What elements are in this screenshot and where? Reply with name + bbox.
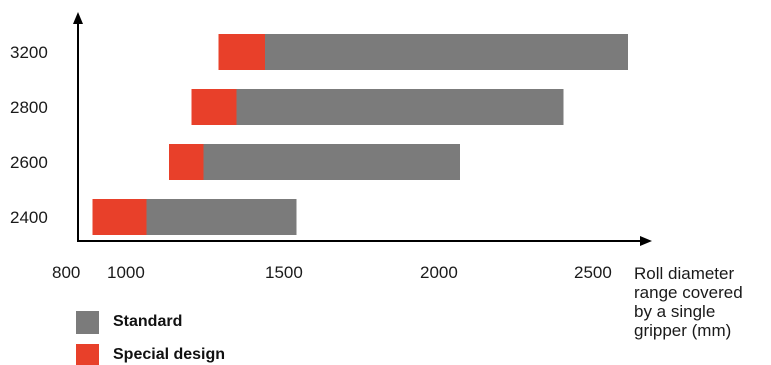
x-tick-label-1500: 1500: [265, 263, 303, 282]
y-tick-label-2800: 2800: [10, 98, 48, 117]
bar-standard-2600: [203, 144, 460, 180]
y-tick-label-2600: 2600: [10, 153, 48, 172]
legend-item-standard: Standard: [76, 309, 225, 335]
x-tick-labels: 800 1000 1500 2000 2500: [52, 263, 612, 282]
axes-group: [73, 12, 652, 246]
legend-swatch-standard: [76, 310, 99, 334]
bar-special-design-3200: [218, 34, 265, 70]
legend-label-standard: Standard: [113, 313, 183, 330]
bar-standard-2800: [236, 89, 564, 125]
x-axis-title: Roll diameter range covered by a single …: [634, 264, 743, 340]
legend: Standard Special design: [76, 309, 225, 365]
x-tick-label-2500: 2500: [574, 263, 612, 282]
bar-special-design-2400: [92, 199, 147, 235]
legend-swatch-special-design: [76, 343, 99, 365]
y-tick-label-3200: 3200: [10, 43, 48, 62]
y-tick-labels: 3200 2800 2600 2400: [10, 43, 48, 227]
x-axis-arrow: [640, 236, 652, 246]
x-tick-label-2000: 2000: [420, 263, 458, 282]
x-tick-label-800: 800: [52, 263, 80, 282]
legend-item-special-design: Special design: [76, 342, 225, 365]
bars-group: [92, 34, 628, 235]
legend-label-special-design: Special design: [113, 346, 226, 363]
x-tick-label-1000: 1000: [107, 263, 145, 282]
y-axis-arrow: [73, 12, 83, 24]
bar-special-design-2800: [191, 89, 237, 125]
bar-special-design-2600: [169, 144, 204, 180]
y-tick-label-2400: 2400: [10, 208, 48, 227]
bar-standard-3200: [265, 34, 628, 70]
bar-standard-2400: [146, 199, 297, 235]
